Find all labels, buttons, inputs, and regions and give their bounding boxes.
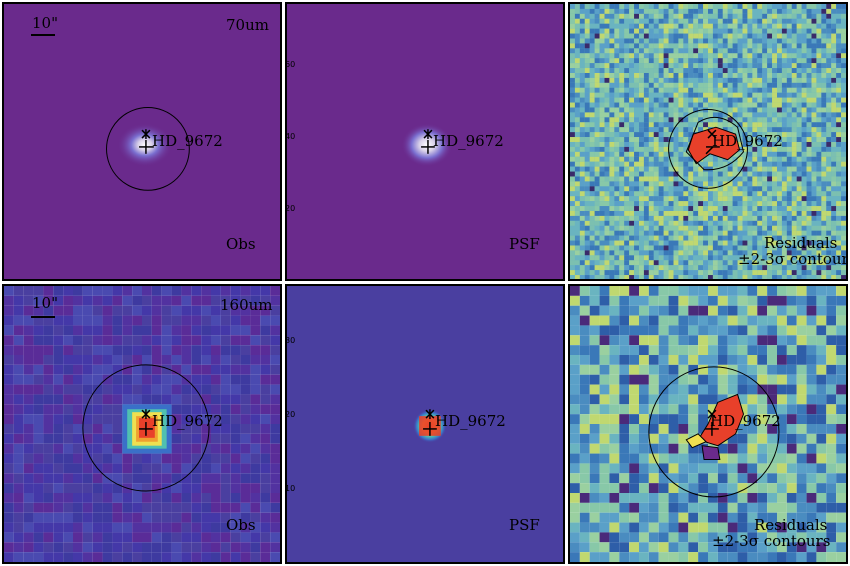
- source-label: HD_9672: [435, 412, 506, 430]
- contours-label: ±2-3σ contours: [738, 250, 848, 268]
- panel-label-obs: Obs: [226, 235, 256, 253]
- source-label: HD_9672: [152, 132, 223, 150]
- source-label: HD_9672: [712, 132, 783, 150]
- scale-label: 10": [32, 14, 58, 32]
- image-160um-residuals: [570, 286, 846, 562]
- tick-label: 20: [285, 410, 296, 419]
- panel-70um-psf: 60 40 20 HD_9672 PSF: [285, 2, 565, 281]
- source-label: HD_9672: [710, 412, 781, 430]
- tick-label: 40: [285, 132, 296, 141]
- tick-label: 10: [285, 484, 296, 493]
- panel-160um-residuals: HD_9672 Residuals ±2-3σ contours: [568, 284, 848, 564]
- source-label: HD_9672: [152, 412, 223, 430]
- band-label: 70um: [226, 16, 269, 34]
- image-70um-residuals: [570, 4, 846, 279]
- tick-label: 20: [285, 204, 296, 213]
- tick-label: 60: [285, 60, 296, 69]
- panel-label-obs: Obs: [226, 516, 256, 534]
- tick-label: 30: [285, 336, 296, 345]
- source-label: HD_9672: [433, 132, 504, 150]
- image-160um-obs: [4, 286, 280, 562]
- residuals-label: Residuals: [754, 516, 828, 534]
- image-70um-psf: [287, 4, 563, 279]
- contours-label: ±2-3σ contours: [712, 532, 831, 550]
- panel-70um-obs: 10" 70um HD_9672 Obs: [2, 2, 282, 281]
- panel-70um-residuals: HD_9672 Residuals ±2-3σ contours: [568, 2, 848, 281]
- residuals-label: Residuals: [764, 234, 838, 252]
- panel-160um-obs: 10" 160um HD_9672 Obs: [2, 284, 282, 564]
- panel-label-psf: PSF: [509, 235, 540, 253]
- panel-label-psf: PSF: [509, 516, 540, 534]
- image-160um-psf: [287, 286, 563, 562]
- panel-160um-psf: 30 20 10 HD_9672 PSF: [285, 284, 565, 564]
- scale-bar: [31, 316, 55, 318]
- band-label: 160um: [220, 296, 273, 314]
- scale-label: 10": [32, 294, 58, 312]
- scale-bar: [31, 34, 55, 36]
- image-70um-obs: [4, 4, 280, 279]
